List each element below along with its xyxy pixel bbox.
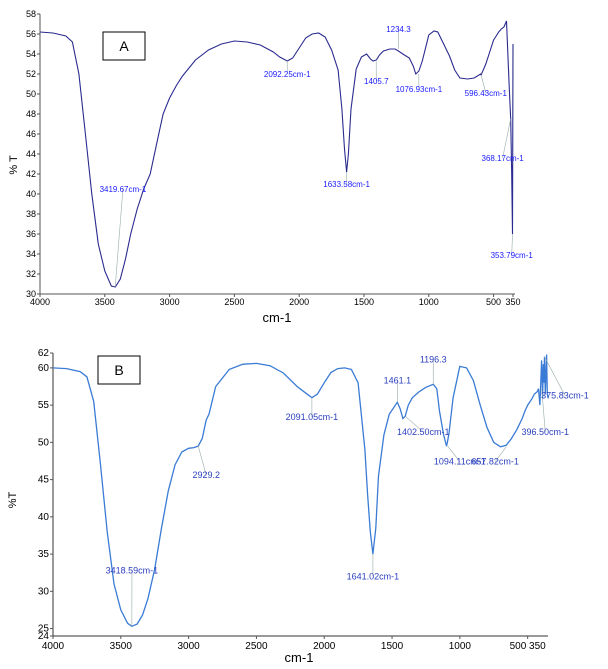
chart-b-panel-label-box xyxy=(97,355,141,385)
x-tick-label: 3000 xyxy=(177,641,200,652)
annotation-leader xyxy=(511,233,513,256)
x-tick-label: 500 350 xyxy=(510,641,547,652)
peak-annotation: 1633.58cm-1 xyxy=(323,180,370,189)
x-tick-label: 3500 xyxy=(110,641,133,652)
y-tick-label: 40 xyxy=(26,189,36,199)
y-tick-label: 44 xyxy=(26,149,36,159)
y-tick-label: 35 xyxy=(38,549,50,560)
peak-annotation: 596.43cm-1 xyxy=(465,89,508,98)
chart-b-xlabel: cm-1 xyxy=(285,650,314,665)
y-tick-label: 48 xyxy=(26,109,36,119)
peak-annotation: 1076.93cm-1 xyxy=(396,85,443,94)
x-tick-label: 3000 xyxy=(160,297,180,307)
peak-annotation: 3418.59cm-1 xyxy=(106,565,159,575)
y-tick-label: 52 xyxy=(26,69,36,79)
chart-a: 30 32 34 36 38 40 42 44 46 48 50 52 54 56 58 4000 3500 3… xyxy=(8,9,533,325)
x-tick-label: 1500 xyxy=(354,297,374,307)
y-tick-label: 58 xyxy=(26,9,36,19)
annotation-leader xyxy=(405,416,424,433)
x-tick-label: 2500 xyxy=(245,641,268,652)
chart-a-panel-label: A xyxy=(119,38,129,54)
peak-annotation: 1461.1 xyxy=(384,376,412,386)
chart-b-ylabel: %T xyxy=(7,491,19,508)
peak-annotation: 396.50cm-1 xyxy=(522,427,570,437)
annotation-leader xyxy=(480,74,487,94)
x-tick-label: 350 xyxy=(505,297,520,307)
peak-annotation: 2091.05cm-1 xyxy=(286,412,339,422)
peak-annotation: 2092.25cm-1 xyxy=(264,70,311,79)
y-tick-label: 32 xyxy=(26,269,36,279)
x-tick-label: 4000 xyxy=(30,297,50,307)
annotation-leader xyxy=(114,188,124,288)
y-tick-label: 46 xyxy=(26,129,36,139)
peak-annotation: 1234.3 xyxy=(386,25,411,34)
annotation-leader xyxy=(502,118,511,159)
annotation-leader xyxy=(494,446,507,462)
chart-b-series-line xyxy=(52,354,549,628)
y-tick-label: 42 xyxy=(26,169,36,179)
chart-a-xlabel: cm-1 xyxy=(263,310,292,325)
peak-annotation: 2929.2 xyxy=(192,470,220,480)
x-tick-label: 1000 xyxy=(449,641,472,652)
x-tick-label: 500 xyxy=(486,297,501,307)
annotation-leader xyxy=(541,388,546,432)
x-tick-label: 2000 xyxy=(289,297,309,307)
peak-annotation: 353.79cm-1 xyxy=(491,251,534,260)
y-tick-label: 30 xyxy=(38,586,50,597)
y-tick-label: 54 xyxy=(26,49,36,59)
y-tick-label: 40 xyxy=(38,512,50,523)
peak-annotation: 1196.3 xyxy=(420,355,447,365)
x-tick-label: 2000 xyxy=(313,641,336,652)
annotation-leader xyxy=(197,446,207,476)
chart-a-ylabel: % T xyxy=(8,155,20,175)
peak-annotation: 1094.11cm-1 xyxy=(434,457,486,467)
peak-annotation: 368.17cm-1 xyxy=(482,154,525,163)
y-tick-label: 36 xyxy=(26,229,36,239)
peak-annotation: 375.83cm-1 xyxy=(541,390,589,400)
y-tick-label: 34 xyxy=(26,249,36,259)
y-tick-label: 55 xyxy=(38,400,50,411)
peak-annotation: 1405.7 xyxy=(364,77,389,86)
y-tick-label: 38 xyxy=(26,209,36,219)
chart-b-panel-label: B xyxy=(114,362,123,378)
y-tick-label: 50 xyxy=(26,89,36,99)
y-tick-label: 50 xyxy=(38,437,50,448)
peak-annotation: 3419.67cm-1 xyxy=(100,185,147,194)
y-tick-label: 24 xyxy=(38,631,50,642)
chart-a-series-line xyxy=(39,20,514,288)
x-tick-label: 2500 xyxy=(224,297,244,307)
annotation-leader xyxy=(544,356,566,396)
peak-annotation: 1641.02cm-1 xyxy=(347,571,400,581)
x-tick-label: 1000 xyxy=(419,297,439,307)
peak-annotation: 657.82cm-1 xyxy=(471,457,519,467)
x-tick-label: 4000 xyxy=(42,641,65,652)
y-tick-label: 30 xyxy=(26,289,36,299)
y-tick-label: 62 xyxy=(38,348,50,359)
annotation-leader xyxy=(446,445,461,462)
x-tick-label: 1500 xyxy=(381,641,404,652)
y-tick-label: 45 xyxy=(38,475,50,486)
y-tick-label: 25 xyxy=(38,624,50,635)
y-tick-label: 60 xyxy=(38,363,50,374)
x-tick-label: 3500 xyxy=(95,297,115,307)
peak-annotation: 1402.50cm-1 xyxy=(397,427,450,437)
y-tick-label: 56 xyxy=(26,29,36,39)
chart-a-panel-label-box xyxy=(102,31,146,61)
